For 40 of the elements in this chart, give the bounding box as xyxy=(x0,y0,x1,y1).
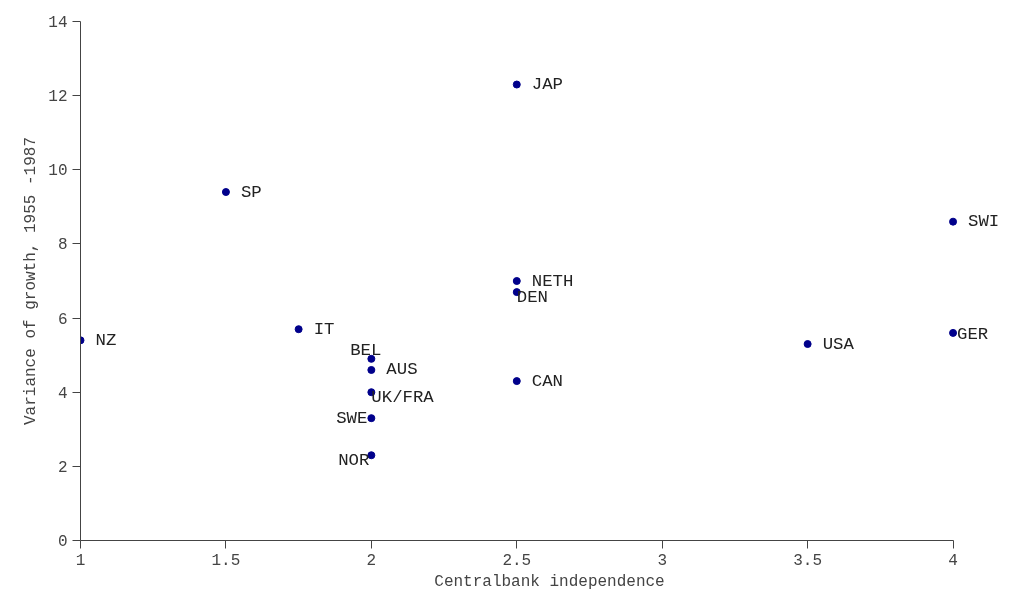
annotation: SWE xyxy=(336,408,368,428)
annotation: GER xyxy=(957,325,989,345)
point xyxy=(367,365,376,374)
point xyxy=(949,217,958,226)
y-tick-label: 2 xyxy=(57,458,68,477)
y-tick-label: 12 xyxy=(48,88,68,107)
point xyxy=(949,328,958,337)
point xyxy=(803,340,812,349)
x-tick-label: 3 xyxy=(657,551,668,570)
point xyxy=(367,414,376,423)
point xyxy=(512,277,521,285)
annotation: UK/FRA xyxy=(371,387,435,407)
annotation: NOR xyxy=(338,450,370,470)
annotation: USA xyxy=(822,334,855,354)
point xyxy=(294,325,303,334)
annotation: NZ xyxy=(95,330,117,350)
y-tick-label: 10 xyxy=(48,162,68,181)
y-tick-label: 8 xyxy=(57,236,68,255)
annotation: CAN xyxy=(531,371,563,391)
point xyxy=(221,188,230,197)
y-axis-title: Variance of growth, 1955 -1987 xyxy=(22,136,41,426)
annotation: JAP xyxy=(531,75,563,95)
x-tick-label: 1 xyxy=(75,551,86,570)
x-tick-label: 3.5 xyxy=(793,551,823,570)
y-tick-label: 6 xyxy=(57,310,68,329)
annotation: SWI xyxy=(968,212,1000,232)
y-tick-label: 14 xyxy=(48,14,68,32)
point xyxy=(512,80,521,89)
annotation: AUS xyxy=(386,360,418,380)
annotation: IT xyxy=(313,319,335,339)
x-tick-label: 4 xyxy=(948,551,958,570)
x-axis-title: Centralbank independence xyxy=(434,572,665,591)
y-tick-label: 0 xyxy=(57,533,68,551)
point xyxy=(512,377,521,386)
x-tick-label: 2 xyxy=(366,551,377,570)
annotation: SP xyxy=(240,182,262,202)
y-tick-label: 4 xyxy=(57,384,68,403)
x-tick-label: 2.5 xyxy=(502,551,532,570)
x-tick-label: 1.5 xyxy=(211,551,241,570)
annotation: BEL xyxy=(350,341,382,361)
